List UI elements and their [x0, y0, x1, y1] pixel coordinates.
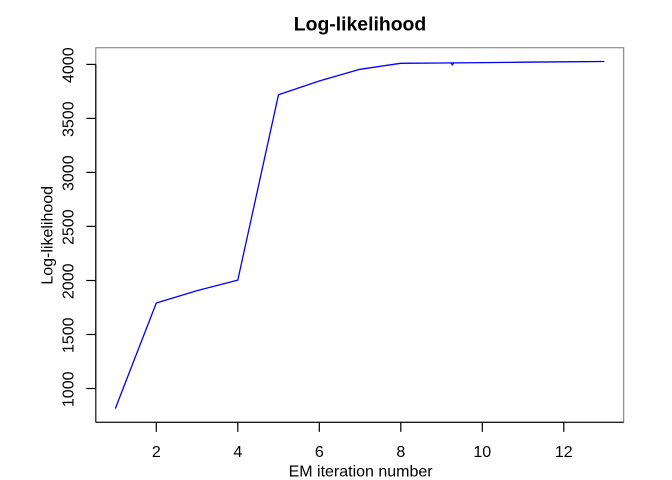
svg-text:2000: 2000: [61, 263, 78, 299]
svg-text:6: 6: [315, 444, 324, 461]
svg-text:1500: 1500: [61, 317, 78, 353]
svg-text:12: 12: [555, 444, 573, 461]
svg-text:10: 10: [473, 444, 491, 461]
svg-text:2500: 2500: [61, 209, 78, 245]
svg-text:1000: 1000: [61, 371, 78, 407]
svg-text:8: 8: [396, 444, 405, 461]
svg-text:3000: 3000: [61, 155, 78, 191]
svg-text:4000: 4000: [61, 47, 78, 83]
svg-text:Log-likelihood: Log-likelihood: [39, 186, 56, 285]
svg-text:Log-likelihood: Log-likelihood: [294, 14, 427, 36]
svg-text:4: 4: [233, 444, 242, 461]
svg-text:EM iteration number: EM iteration number: [289, 464, 434, 480]
svg-text:2: 2: [152, 444, 161, 461]
svg-text:3500: 3500: [61, 101, 78, 137]
